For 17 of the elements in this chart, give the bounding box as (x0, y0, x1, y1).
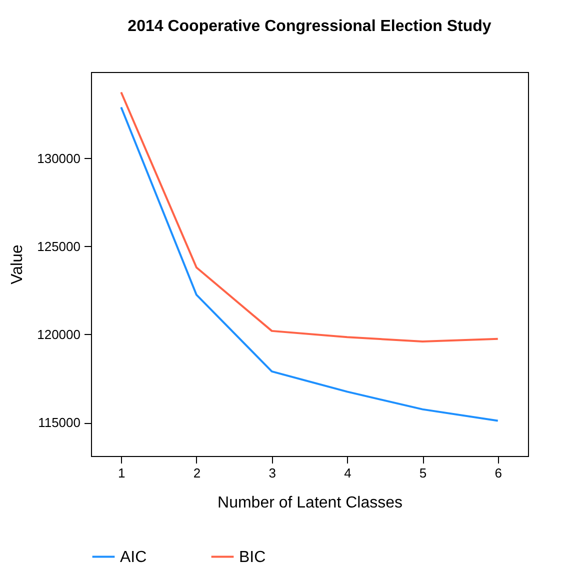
x-tick-label: 3 (268, 466, 276, 480)
x-tick-label: 2 (193, 466, 201, 480)
y-tick-label: 115000 (38, 415, 80, 430)
y-tick-label: 130000 (37, 150, 80, 166)
y-axis-title: Value (9, 244, 26, 284)
legend-label: AIC (120, 548, 147, 566)
legend-label: BIC (239, 548, 266, 566)
x-tick-label: 6 (494, 466, 502, 480)
line-series (120, 91, 499, 343)
y-tick-label: 120000 (37, 326, 80, 342)
x-tick-label: 4 (344, 466, 352, 480)
x-tick-label: 5 (419, 466, 427, 480)
line-series (120, 106, 499, 422)
y-tick-label: 125000 (37, 238, 80, 254)
chart-title: 2014 Cooperative Congressional Election Study (128, 18, 492, 35)
x-axis-title: Number of Latent Classes (218, 494, 402, 512)
x-tick-label: 1 (118, 466, 126, 480)
